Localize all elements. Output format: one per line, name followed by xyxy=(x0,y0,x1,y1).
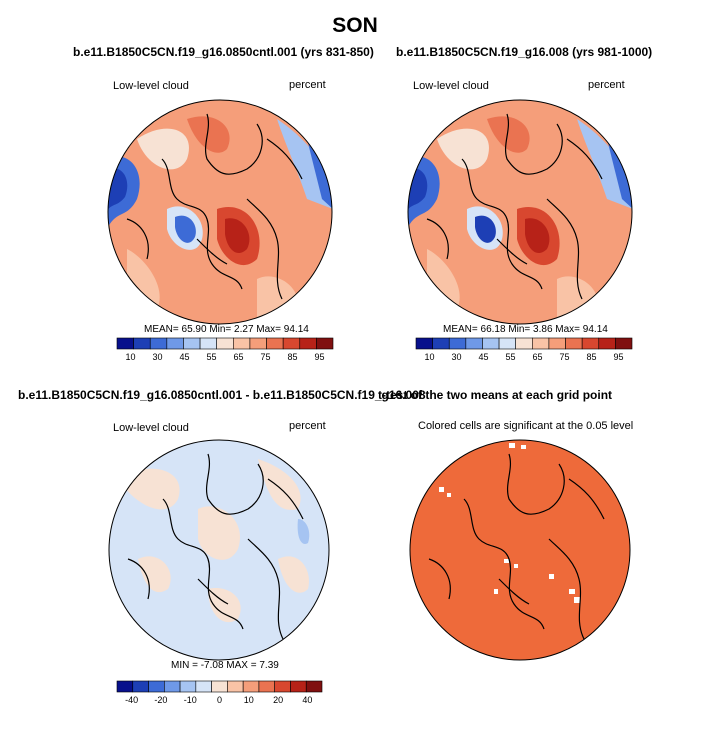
colorbar-swatch xyxy=(465,337,483,350)
colorbar-swatch xyxy=(258,680,275,693)
colorbar-tick-label: 45 xyxy=(179,352,189,362)
colorbar-swatch xyxy=(227,680,244,693)
panel-4-subtitle: Colored cells are significant at the 0.0… xyxy=(418,420,634,432)
panel-3-stats: MIN = -7.08 MAX = 7.39 xyxy=(171,660,279,671)
colorbar-tick-label: 40 xyxy=(302,695,312,705)
panel-2-units-label: percent xyxy=(588,79,625,91)
colorbar-tick-label: 85 xyxy=(287,352,297,362)
panel-3-colorbar: -40 -20 -10 0 10 20 40 xyxy=(116,680,323,705)
colorbar-swatch xyxy=(116,680,134,693)
panel-3-variable-label: Low-level cloud xyxy=(113,422,189,434)
colorbar-tick-label: -40 xyxy=(125,695,138,705)
colorbar-swatch xyxy=(532,337,550,350)
colorbar-swatch xyxy=(299,337,317,350)
colorbar-swatch xyxy=(148,680,165,693)
panel-2-title: b.e11.B1850C5CN.f19_g16.008 (yrs 981-100… xyxy=(396,45,653,59)
colorbar-tick-label: 95 xyxy=(314,352,324,362)
colorbar-tick-label: 75 xyxy=(559,352,569,362)
colorbar-tick-label: 65 xyxy=(233,352,243,362)
colorbar-swatch xyxy=(305,680,323,693)
panel-2-stats: MEAN= 66.18 Min= 3.86 Max= 94.14 xyxy=(443,324,608,335)
colorbar-swatch xyxy=(316,337,334,350)
panel-2-map xyxy=(407,99,633,325)
colorbar-swatch xyxy=(133,337,151,350)
colorbar-tick-label: 95 xyxy=(613,352,623,362)
colorbar-swatch xyxy=(565,337,583,350)
colorbar-swatch xyxy=(482,337,500,350)
colorbar-swatch xyxy=(548,337,566,350)
colorbar-tick-label: 55 xyxy=(505,352,515,362)
colorbar-tick-label: 10 xyxy=(125,352,135,362)
panel-1-colorbar: 10 30 45 55 65 75 85 95 xyxy=(116,337,334,362)
colorbar-tick-label: 30 xyxy=(451,352,461,362)
colorbar-swatch xyxy=(116,337,134,350)
panel-2-variable-label: Low-level cloud xyxy=(413,80,489,92)
colorbar-tick-label: 10 xyxy=(244,695,254,705)
colorbar-tick-label: 75 xyxy=(260,352,270,362)
panel-4-map xyxy=(409,439,631,661)
colorbar-swatch xyxy=(448,337,467,350)
colorbar-tick-label: 0 xyxy=(217,695,222,705)
colorbar-tick-label: -10 xyxy=(184,695,197,705)
colorbar-swatch xyxy=(274,680,291,693)
colorbar-tick-label: 30 xyxy=(152,352,162,362)
panel-1-stats: MEAN= 65.90 Min= 2.27 Max= 94.14 xyxy=(144,324,309,335)
colorbar-swatch xyxy=(249,337,267,350)
panel-3-title: b.e11.B1850C5CN.f19_g16.0850cntl.001 - b… xyxy=(18,388,426,402)
panel-2-colorbar: 10 30 45 55 65 75 85 95 xyxy=(415,337,633,362)
colorbar-tick-label: 55 xyxy=(206,352,216,362)
colorbar-tick-label: 45 xyxy=(478,352,488,362)
panel-1-variable-label: Low-level cloud xyxy=(113,80,189,92)
colorbar-swatch xyxy=(195,680,212,693)
figure-title: SON xyxy=(332,14,378,37)
colorbar-tick-label: -20 xyxy=(154,695,167,705)
colorbar-swatch xyxy=(290,680,307,693)
panel-1-units-label: percent xyxy=(289,79,326,91)
colorbar-swatch xyxy=(149,337,168,350)
panel-1-map xyxy=(107,99,333,325)
colorbar-swatch xyxy=(498,337,516,350)
colorbar-swatch xyxy=(266,337,284,350)
colorbar-swatch xyxy=(615,337,633,350)
colorbar-swatch xyxy=(233,337,251,350)
colorbar-swatch xyxy=(199,337,217,350)
colorbar-swatch xyxy=(242,680,260,693)
panel-1-title: b.e11.B1850C5CN.f19_g16.0850cntl.001 (yr… xyxy=(73,45,374,59)
colorbar-tick-label: 20 xyxy=(273,695,283,705)
colorbar-swatch xyxy=(282,337,301,350)
colorbar-swatch xyxy=(132,680,149,693)
colorbar-swatch xyxy=(216,337,234,350)
colorbar-swatch xyxy=(179,680,197,693)
colorbar-swatch xyxy=(432,337,450,350)
colorbar-swatch xyxy=(183,337,201,350)
colorbar-swatch xyxy=(166,337,184,350)
panel-4-title: t-test of the two means at each grid poi… xyxy=(378,388,613,402)
colorbar-swatch xyxy=(515,337,533,350)
colorbar-swatch xyxy=(581,337,600,350)
colorbar-swatch xyxy=(211,680,228,693)
colorbar-swatch xyxy=(415,337,433,350)
panel-3-units-label: percent xyxy=(289,420,326,432)
colorbar-tick-label: 85 xyxy=(586,352,596,362)
colorbar-swatch xyxy=(598,337,616,350)
panel-3-map xyxy=(108,439,330,661)
colorbar-swatch xyxy=(164,680,181,693)
colorbar-tick-label: 65 xyxy=(532,352,542,362)
colorbar-tick-label: 10 xyxy=(424,352,434,362)
